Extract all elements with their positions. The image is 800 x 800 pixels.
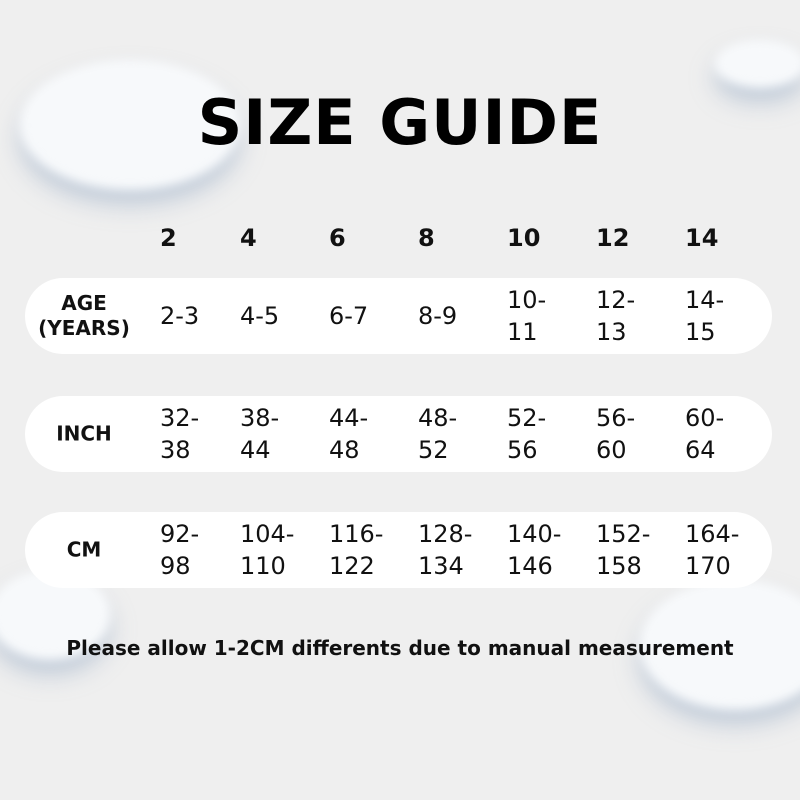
- table-cell: 128-134: [418, 520, 473, 580]
- table-cell: 92-98: [160, 520, 200, 580]
- table-cell: 10-11: [507, 286, 547, 346]
- cloud-decoration: [20, 60, 240, 190]
- table-cell: 6-7: [329, 302, 369, 330]
- table-cell: 56-60: [596, 404, 636, 464]
- size-header: 2: [160, 224, 177, 252]
- row-label: INCH: [56, 421, 112, 446]
- table-cell: 164-170: [685, 520, 740, 580]
- table-cell: 52-56: [507, 404, 547, 464]
- cloud-decoration: [640, 580, 800, 710]
- size-header: 14: [685, 224, 719, 252]
- table-cell: 4-5: [240, 302, 280, 330]
- table-cell: 2-3: [160, 302, 200, 330]
- table-row: CM 92-98 104-110 116-122 128-134 140-146 152-1…: [25, 512, 772, 588]
- table-cell: 12-13: [596, 286, 636, 346]
- table-cell: 60-64: [685, 404, 725, 464]
- table-cell: 152-158: [596, 520, 651, 580]
- row-label: CM: [66, 537, 102, 562]
- table-cell: 14-15: [685, 286, 725, 346]
- size-header: 8: [418, 224, 435, 252]
- table-cell: 104-110: [240, 520, 295, 580]
- table-row: INCH 32-38 38-44 44-48 48-52 52-56 56-60 60-64: [25, 396, 772, 472]
- size-header: 12: [596, 224, 630, 252]
- measurement-note: Please allow 1-2CM differents due to man…: [66, 636, 734, 660]
- table-cell: 140-146: [507, 520, 562, 580]
- table-cell: 38-44: [240, 404, 280, 464]
- table-cell: 44-48: [329, 404, 369, 464]
- cloud-decoration: [715, 40, 800, 88]
- size-header: 10: [507, 224, 541, 252]
- table-cell: 48-52: [418, 404, 458, 464]
- table-cell: 8-9: [418, 302, 458, 330]
- size-header: 6: [329, 224, 346, 252]
- table-cell: 32-38: [160, 404, 200, 464]
- row-label: AGE (YEARS): [38, 291, 130, 340]
- page-title: SIZE GUIDE: [197, 86, 603, 159]
- table-cell: 116-122: [329, 520, 384, 580]
- table-row: AGE (YEARS) 2-3 4-5 6-7 8-9 10-11 12-13 14-15: [25, 278, 772, 354]
- size-header: 4: [240, 224, 257, 252]
